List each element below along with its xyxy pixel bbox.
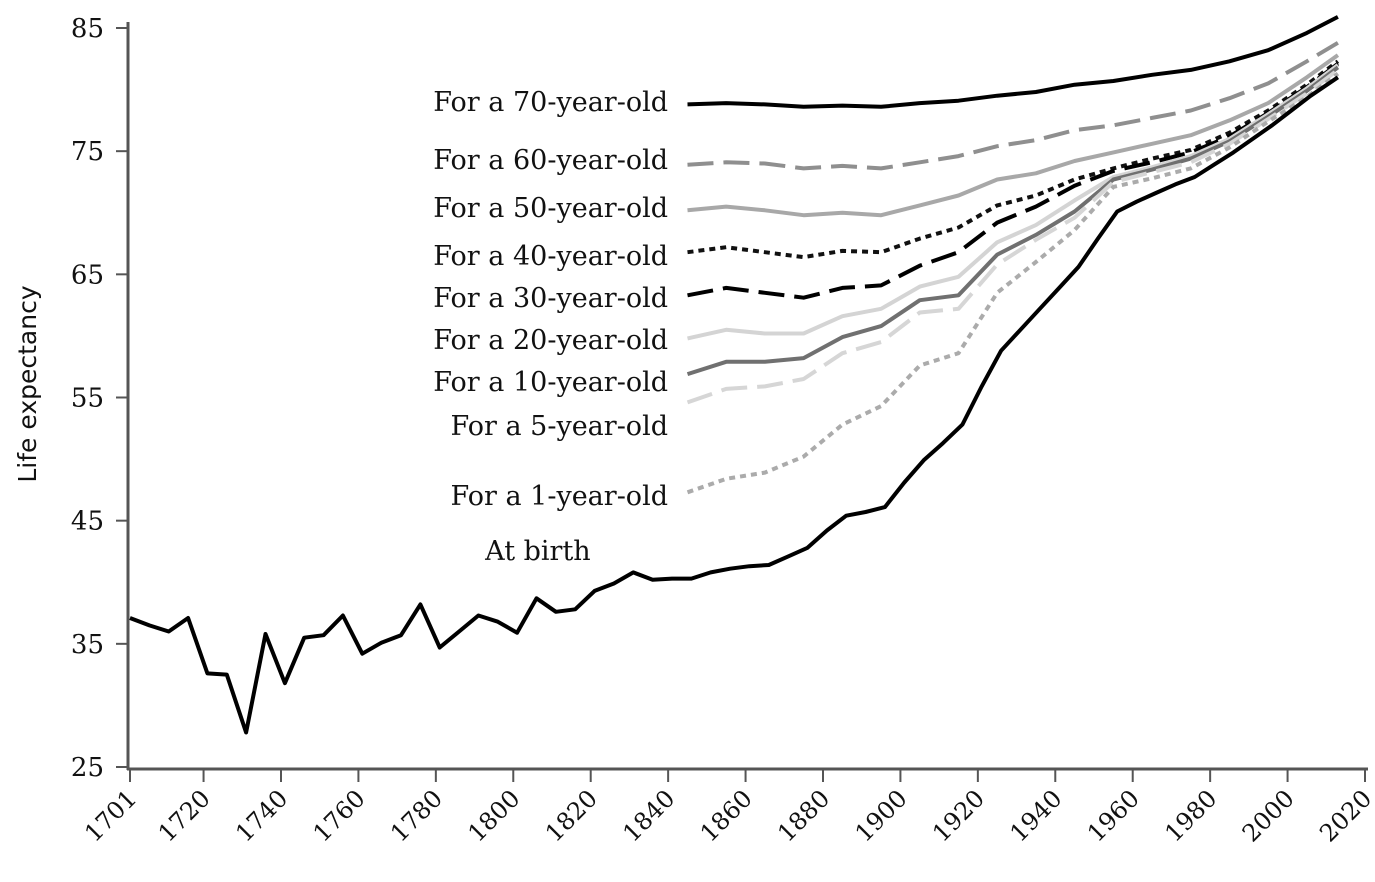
series-labels: For a 70-year-old For a 60-year-old For a …	[433, 87, 668, 567]
series-line-6	[686, 65, 1340, 377]
series-line-4	[687, 62, 1340, 300]
series-label-8: For a 1-year-old	[450, 481, 668, 512]
series-line-2	[687, 53, 1340, 218]
x-tick-label: 1820	[540, 784, 603, 847]
y-ticks: 25 35 45 55 65 75 85	[71, 14, 128, 783]
y-tick-label: 55	[71, 384, 104, 414]
series-label-1: For a 60-year-old	[433, 145, 668, 176]
x-tick-label: 1740	[230, 784, 293, 847]
x-tick-label: 1701	[79, 784, 142, 847]
series-label-9: At birth	[484, 536, 591, 567]
series-label-2: For a 50-year-old	[433, 193, 668, 224]
x-tick-label: 1960	[1082, 784, 1145, 847]
y-tick-label: 85	[71, 14, 104, 44]
x-tick-label: 1900	[850, 784, 913, 847]
series-layer	[129, 15, 1340, 735]
series-label-0: For a 70-year-old	[433, 87, 668, 118]
x-tick-label: 1760	[308, 784, 371, 847]
x-tick-label: 1880	[772, 784, 835, 847]
series-label-6: For a 10-year-old	[433, 367, 668, 398]
x-tick-label: 1980	[1159, 784, 1222, 847]
x-tick-label: 1840	[617, 784, 680, 847]
series-label-7: For a 5-year-old	[450, 411, 668, 442]
series-label-5: For a 20-year-old	[433, 325, 668, 356]
x-tick-label: 2000	[1237, 784, 1300, 847]
series-line-1	[687, 41, 1339, 171]
series-line-7	[686, 68, 1340, 405]
y-axis-label: Life expectancy	[13, 285, 42, 482]
series-line-0	[687, 15, 1339, 109]
series-label-4: For a 30-year-old	[433, 283, 668, 314]
series-label-3: For a 40-year-old	[433, 241, 668, 272]
y-tick-label: 45	[71, 507, 104, 537]
x-tick-label: 1940	[1005, 784, 1068, 847]
series-line-3	[687, 59, 1340, 260]
y-tick-label: 25	[71, 753, 104, 783]
x-tick-label: 2020	[1314, 784, 1375, 847]
y-tick-label: 35	[71, 630, 104, 660]
x-ticks: 1701 1720 1740 1760 1780 1800 1820 1840 1860 1880…	[79, 769, 1375, 847]
x-tick-label: 1800	[463, 784, 526, 847]
y-tick-label: 65	[71, 260, 104, 290]
axes-layer	[126, 22, 1368, 771]
x-tick-label: 1860	[695, 784, 758, 847]
y-tick-label: 75	[71, 137, 104, 167]
series-line-9	[129, 75, 1340, 735]
series-line-5	[687, 63, 1340, 341]
x-tick-label: 1780	[385, 784, 448, 847]
x-tick-label: 1720	[153, 784, 216, 847]
x-tick-label: 1920	[927, 784, 990, 847]
series-line-8	[686, 72, 1340, 495]
